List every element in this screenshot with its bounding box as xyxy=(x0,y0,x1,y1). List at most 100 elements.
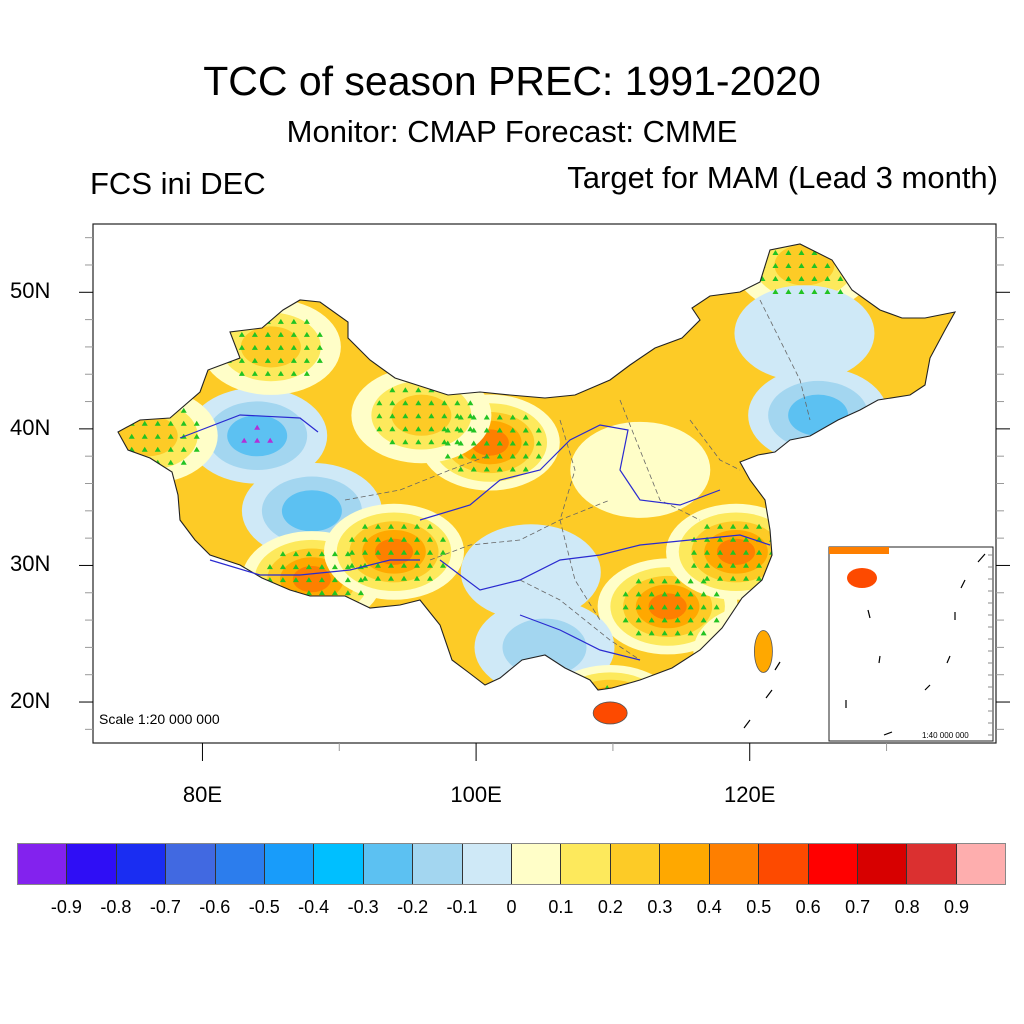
stipple-dot xyxy=(401,523,407,529)
stipple-dot xyxy=(704,575,711,581)
stipple-dot xyxy=(798,262,805,268)
stipple-dot xyxy=(785,262,792,268)
stipple-dot xyxy=(154,433,161,439)
hainan-island xyxy=(592,701,628,725)
colorbar-label: 0.1 xyxy=(548,897,574,917)
stipple-dot xyxy=(440,536,446,542)
stipple-dot xyxy=(251,318,258,324)
colorbar xyxy=(17,843,1006,885)
stipple-dot xyxy=(241,437,248,443)
stipple-dot xyxy=(630,724,636,729)
inset-coast xyxy=(829,547,889,554)
stipple-dot xyxy=(402,413,409,419)
stipple-dot xyxy=(509,414,516,420)
colorbar-label: -0.1 xyxy=(446,897,478,917)
stipple-dot xyxy=(388,575,394,581)
stipple-dot xyxy=(635,604,642,610)
stipple-dot xyxy=(470,427,477,433)
stipple-dot xyxy=(193,420,200,426)
colorbar-box xyxy=(660,844,710,884)
tcc-contour xyxy=(570,421,711,518)
stipple-dot xyxy=(522,453,529,459)
colorbar-label: -0.9 xyxy=(50,897,82,917)
stipple-dot xyxy=(824,237,830,242)
stipple-dot xyxy=(292,577,299,583)
stipple-dot xyxy=(837,237,843,242)
stipple-dot xyxy=(730,562,737,568)
stipple-dot xyxy=(376,413,383,419)
stipple-dot xyxy=(428,413,435,419)
colorbar-box xyxy=(759,844,809,884)
stipple-dot xyxy=(375,575,381,581)
stipple-dot xyxy=(769,562,776,568)
stipple-dot xyxy=(704,549,711,555)
stipple-dot xyxy=(648,617,655,623)
stipple-dot xyxy=(375,562,381,568)
stipple-dot xyxy=(305,603,312,609)
stipple-dot xyxy=(717,575,724,581)
colorbar-box xyxy=(512,844,562,884)
province-line xyxy=(619,399,701,521)
stipple-dot xyxy=(496,427,503,433)
stipple-dot xyxy=(811,275,818,281)
stipple-dot xyxy=(798,275,805,281)
colorbar-label: -0.4 xyxy=(298,897,330,917)
stipple-dot xyxy=(700,617,707,623)
stipple-dot xyxy=(331,564,338,570)
stipple-dot xyxy=(251,370,258,376)
stipple-dot xyxy=(811,288,818,294)
stipple-dot xyxy=(730,536,737,542)
stipple-dot xyxy=(483,466,490,472)
stipple-dot xyxy=(674,604,681,610)
stipple-dot xyxy=(267,437,274,443)
stipple-dot xyxy=(850,275,857,281)
stipple-dot xyxy=(427,523,433,529)
stipple-dot xyxy=(674,617,681,623)
stipple-dot xyxy=(440,562,446,568)
stipple-dot xyxy=(756,523,763,529)
stipple-dot xyxy=(648,604,655,610)
dash-line-segment xyxy=(774,661,781,671)
nine-dash-line-segment xyxy=(977,553,986,563)
stipple-dot xyxy=(483,453,490,459)
china-boundary xyxy=(117,243,957,691)
stipple-dot xyxy=(811,237,817,242)
tcc-contour xyxy=(374,538,414,565)
stipple-dot xyxy=(661,617,668,623)
colorbar-label: 0.9 xyxy=(944,897,970,917)
stipple-dot xyxy=(264,370,271,376)
stipple-dot xyxy=(730,523,737,529)
stipple-dot xyxy=(441,413,448,419)
stipple-dot xyxy=(362,575,368,581)
stipple-dot xyxy=(700,604,707,610)
stipple-dot xyxy=(193,446,200,452)
colorbar-box xyxy=(610,844,661,884)
stipple-dot xyxy=(565,698,571,703)
stipple-dot xyxy=(622,604,629,610)
stipple-dot xyxy=(622,617,629,623)
province-line xyxy=(519,579,641,661)
stipple-dot xyxy=(415,387,422,393)
nine-dash-line-segment xyxy=(878,655,881,664)
stipple-dot xyxy=(154,420,161,426)
stipple-dot xyxy=(254,424,261,430)
dash-line-segment xyxy=(765,689,773,699)
stipple-dot xyxy=(700,630,707,636)
colorbar-box xyxy=(907,844,957,884)
stipple-dot xyxy=(180,446,187,452)
stipple-dot xyxy=(277,370,284,376)
colorbar-box xyxy=(956,844,1006,884)
stipple-dot xyxy=(389,426,396,432)
stipple-dot xyxy=(402,439,409,445)
stipple-dot xyxy=(648,591,655,597)
stipple-dot xyxy=(402,400,409,406)
province-line xyxy=(429,499,611,561)
colorbar-box xyxy=(413,844,463,884)
stipple-dot xyxy=(643,737,649,742)
stipple-dot xyxy=(103,421,109,426)
scale-label: Scale 1:20 000 000 xyxy=(99,711,220,727)
stipple-dot xyxy=(225,344,232,350)
stipple-dot xyxy=(535,440,542,446)
stipple-dot xyxy=(578,698,584,703)
stipple-dot xyxy=(578,724,584,729)
